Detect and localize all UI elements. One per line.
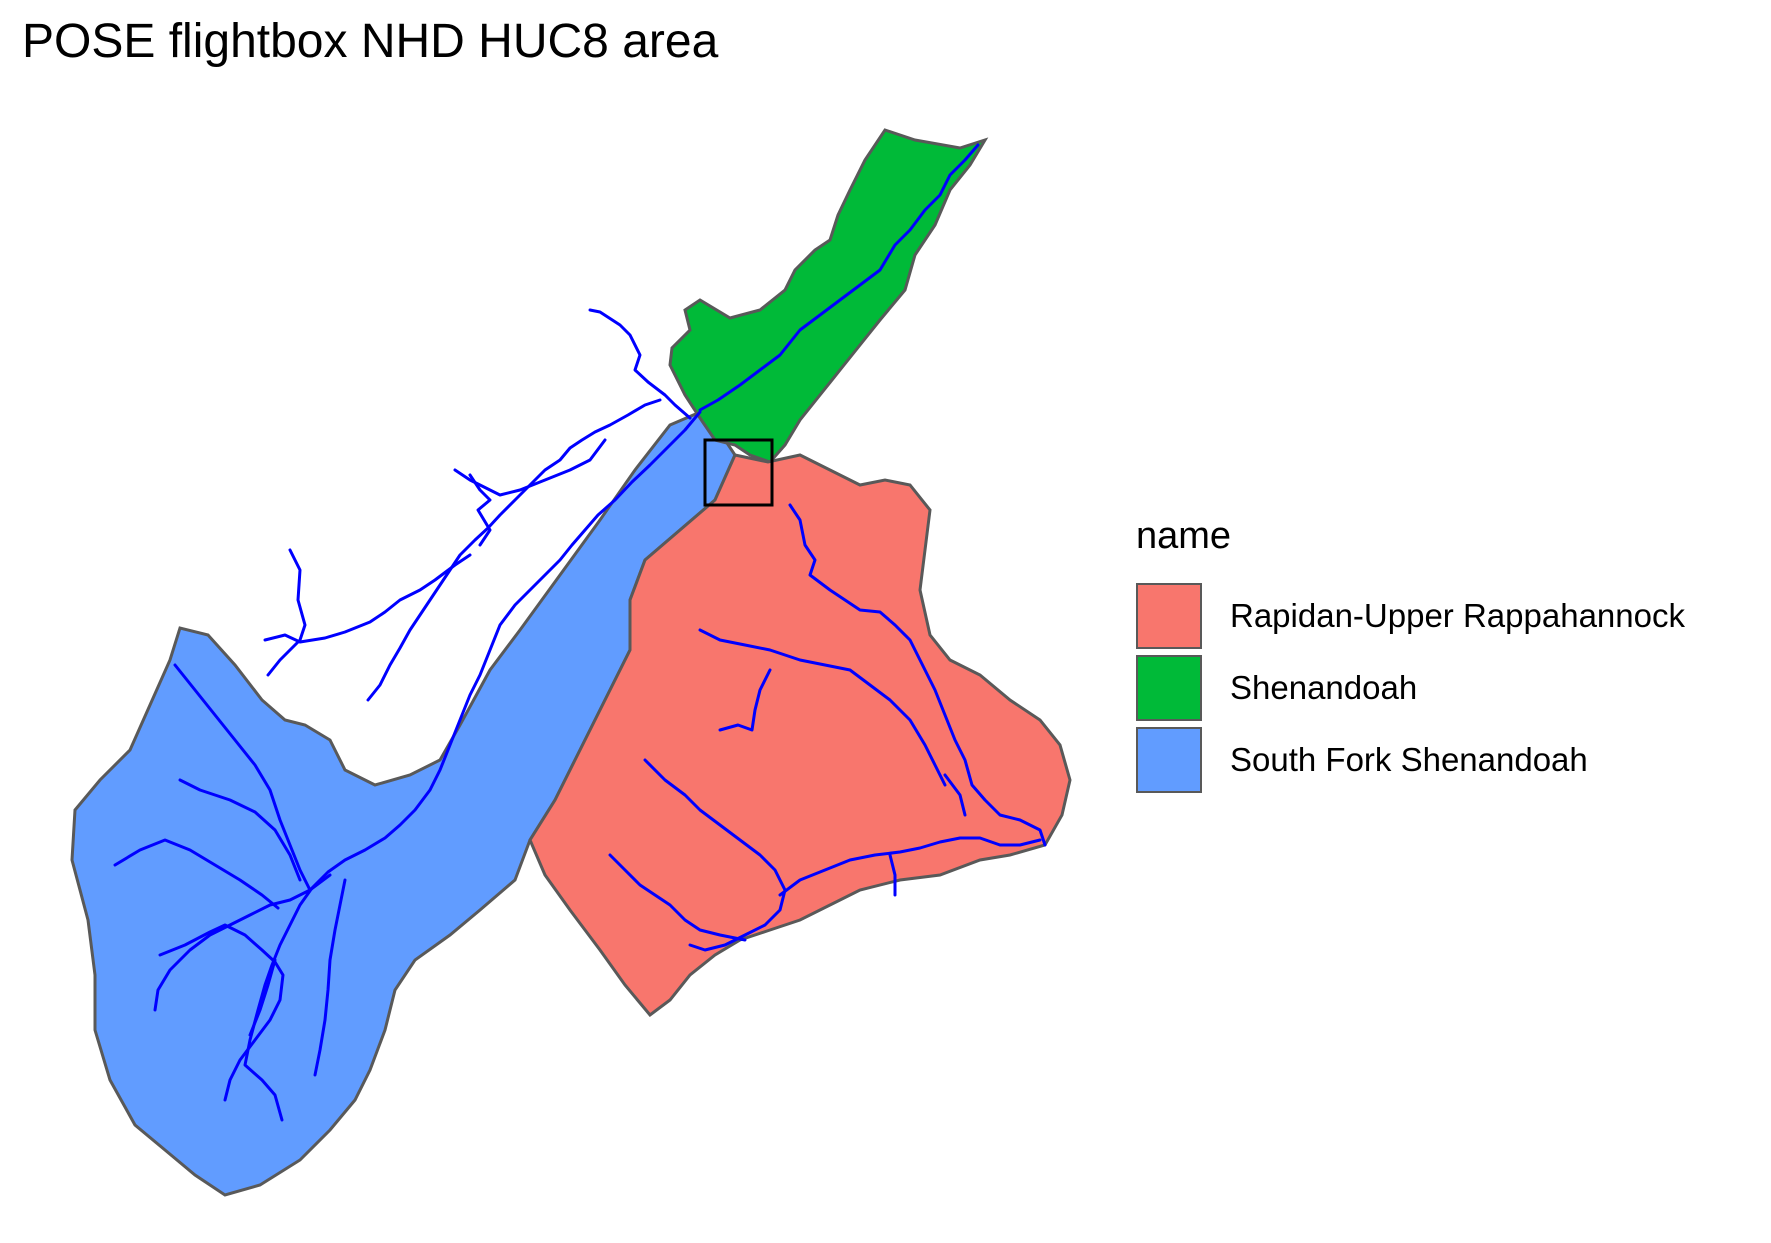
legend-item-rapidan-upper-rappahannock: Rapidan-Upper Rappahannock [1136,580,1685,652]
river-south-fork-west-6 [248,958,277,1037]
river-rapidan-upper [643,758,787,952]
legend-swatch [1136,582,1202,649]
river-network [113,143,1047,1122]
river-north-fork-main [366,398,662,702]
river-south-fork-south [313,878,347,1077]
legend-label: Shenandoah [1230,668,1418,706]
river-south-fork-west-5 [158,923,285,1102]
legend: name Rapidan-Upper Rappahannock Shenando… [1136,515,1685,796]
legend-title: name [1136,515,1232,557]
river-tributary-far-west [266,548,307,677]
river-north-fork [588,308,692,420]
river-rappahannock-south [718,668,772,732]
legend-item-shenandoah: Shenandoah [1136,652,1685,724]
region-rapidan-upper-rappahannock [528,453,1072,1018]
river-rapidan-tributary [888,853,897,897]
river-rapidan-main [608,853,747,942]
legend-swatch [1136,726,1202,793]
river-south-fork-west-1 [153,873,332,1012]
river-tributary-west [263,553,472,644]
legend-item-south-fork-shenandoah: South Fork Shenandoah [1136,724,1685,796]
river-rappahannock-north [788,503,1047,847]
map-title: POSE flightbox NHD HUC8 area [22,15,719,68]
river-shenandoah-main [698,143,980,412]
river-tributary-north [468,473,492,547]
river-rapidan-east [778,836,1042,897]
flightbox-rectangle [703,438,774,507]
river-rappahannock-mid [698,628,947,787]
legend-label: Rapidan-Upper Rappahannock [1230,596,1685,634]
river-south-fork-main [243,410,702,1122]
river-south-fork-west-2 [173,663,312,892]
river-south-fork-west-3 [178,778,302,882]
river-tributary-ne [453,438,607,497]
river-rapidan-tributary-2 [943,773,967,817]
legend-label: South Fork Shenandoah [1230,740,1588,778]
legend-swatch [1136,654,1202,721]
river-south-fork-west-4 [113,838,280,910]
region-shenandoah [668,128,989,464]
